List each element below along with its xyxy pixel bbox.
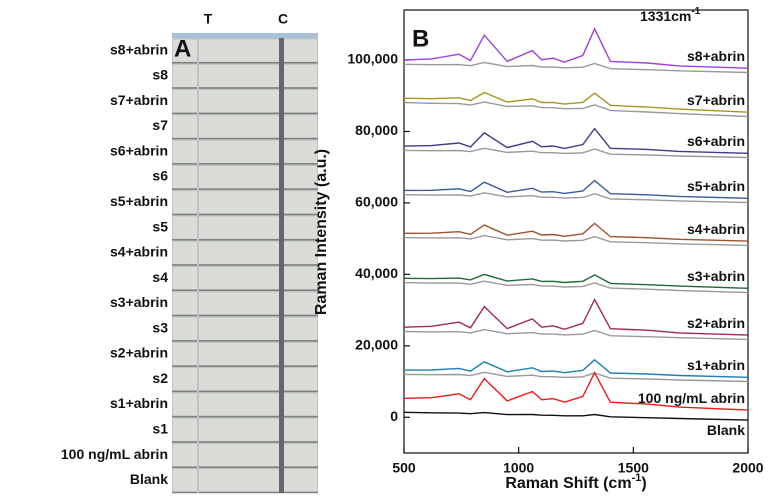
column-label: C xyxy=(278,11,288,27)
spectrum xyxy=(403,179,749,199)
row-label: s8+abrin xyxy=(110,41,168,57)
series-label: s5+abrin xyxy=(687,178,745,194)
strips xyxy=(172,38,318,494)
spectrum xyxy=(403,411,749,421)
row-labels: s8+abrin s8 s7+abrin s7 s6+abrin s6 s5+abrin s5… xyxy=(61,41,168,487)
strip xyxy=(173,393,317,416)
spectrum xyxy=(403,222,749,242)
spectrum xyxy=(403,192,749,204)
row-label: s7 xyxy=(152,117,168,133)
strip xyxy=(173,165,317,189)
row-label: s3+abrin xyxy=(110,294,168,310)
series-label: s3+abrin xyxy=(687,268,745,284)
spectrum xyxy=(403,328,749,341)
series-label: s7+abrin xyxy=(687,92,745,108)
strip xyxy=(173,90,317,113)
y-tick-label: 80,000 xyxy=(355,122,398,138)
series-label: 100 ng/mL abrin xyxy=(638,390,745,406)
strip xyxy=(173,64,317,88)
strip xyxy=(173,241,317,264)
strip xyxy=(173,368,317,391)
spectrum xyxy=(403,61,749,74)
y-axis-label: Raman Intensity (a.u.) xyxy=(313,149,330,315)
row-label: 100 ng/mL abrin xyxy=(61,446,168,462)
series-label: s8+abrin xyxy=(687,48,745,64)
strip xyxy=(173,443,317,467)
row-label: s6+abrin xyxy=(110,142,168,158)
x-label-text: Raman Shift (cm xyxy=(505,475,631,492)
row-label: s1+abrin xyxy=(110,395,168,411)
series-label: s2+abrin xyxy=(687,315,745,331)
strip xyxy=(173,115,317,138)
series-label: s1+abrin xyxy=(687,357,745,373)
strip xyxy=(173,216,317,239)
row-label: s2+abrin xyxy=(110,345,168,361)
x-tick-label: 2000 xyxy=(732,460,763,476)
x-label-sup: -1 xyxy=(632,472,642,484)
panel-label: B xyxy=(412,25,429,52)
row-label: s1 xyxy=(152,421,168,437)
row-label: s7+abrin xyxy=(110,92,168,108)
test-line xyxy=(197,38,199,493)
row-label: s5 xyxy=(152,218,168,234)
spectrum xyxy=(403,273,749,289)
row-label: s4+abrin xyxy=(110,244,168,260)
strip xyxy=(173,292,317,315)
control-line xyxy=(279,38,284,493)
spectrum xyxy=(403,297,749,336)
x-label-end: ) xyxy=(641,475,646,492)
y-tick-label: 60,000 xyxy=(355,194,398,210)
series-label: Blank xyxy=(707,422,745,438)
series-label: s4+abrin xyxy=(687,221,745,237)
y-tick-label: 100,000 xyxy=(347,51,398,67)
row-label: s4 xyxy=(152,269,168,285)
strip xyxy=(173,140,317,163)
spectrum xyxy=(403,358,749,378)
series-label: s6+abrin xyxy=(687,133,745,149)
strip xyxy=(173,267,317,290)
strip xyxy=(173,39,317,62)
x-tick-label: 500 xyxy=(392,460,416,476)
strip xyxy=(173,317,317,340)
row-label: s2 xyxy=(152,370,168,386)
plot-frame xyxy=(403,9,749,454)
y-tick-label: 40,000 xyxy=(355,265,398,281)
spectrum xyxy=(403,371,749,383)
strip xyxy=(173,418,317,441)
spectrum xyxy=(403,234,749,247)
row-label: s8 xyxy=(152,67,168,83)
row-label: Blank xyxy=(130,471,168,487)
spectrum xyxy=(403,91,749,113)
spectrum xyxy=(403,147,749,159)
row-label: s6 xyxy=(152,168,168,184)
row-label: s5+abrin xyxy=(110,193,168,209)
spectrum xyxy=(403,280,749,294)
spectrum xyxy=(403,371,749,411)
spectrum xyxy=(403,101,749,118)
photo-edge xyxy=(172,33,318,38)
row-label: s3 xyxy=(152,319,168,335)
annotation: 1331cm-1 xyxy=(640,6,701,24)
annotation-sup: -1 xyxy=(691,6,700,17)
y-tick-label: 20,000 xyxy=(355,337,398,353)
y-tick-label: 0 xyxy=(390,408,398,424)
strip xyxy=(173,342,317,366)
column-label: T xyxy=(204,11,213,27)
spectrum xyxy=(403,27,749,69)
x-tick-label: 1000 xyxy=(503,460,534,476)
x-tick-label: 1500 xyxy=(618,460,649,476)
spectrum xyxy=(403,127,749,154)
x-axis-label: Raman Shift (cm-1) xyxy=(505,472,646,492)
strip xyxy=(173,469,317,492)
panel-label: A xyxy=(174,35,191,62)
annotation-text: 1331cm xyxy=(640,8,691,24)
strip xyxy=(173,191,317,214)
